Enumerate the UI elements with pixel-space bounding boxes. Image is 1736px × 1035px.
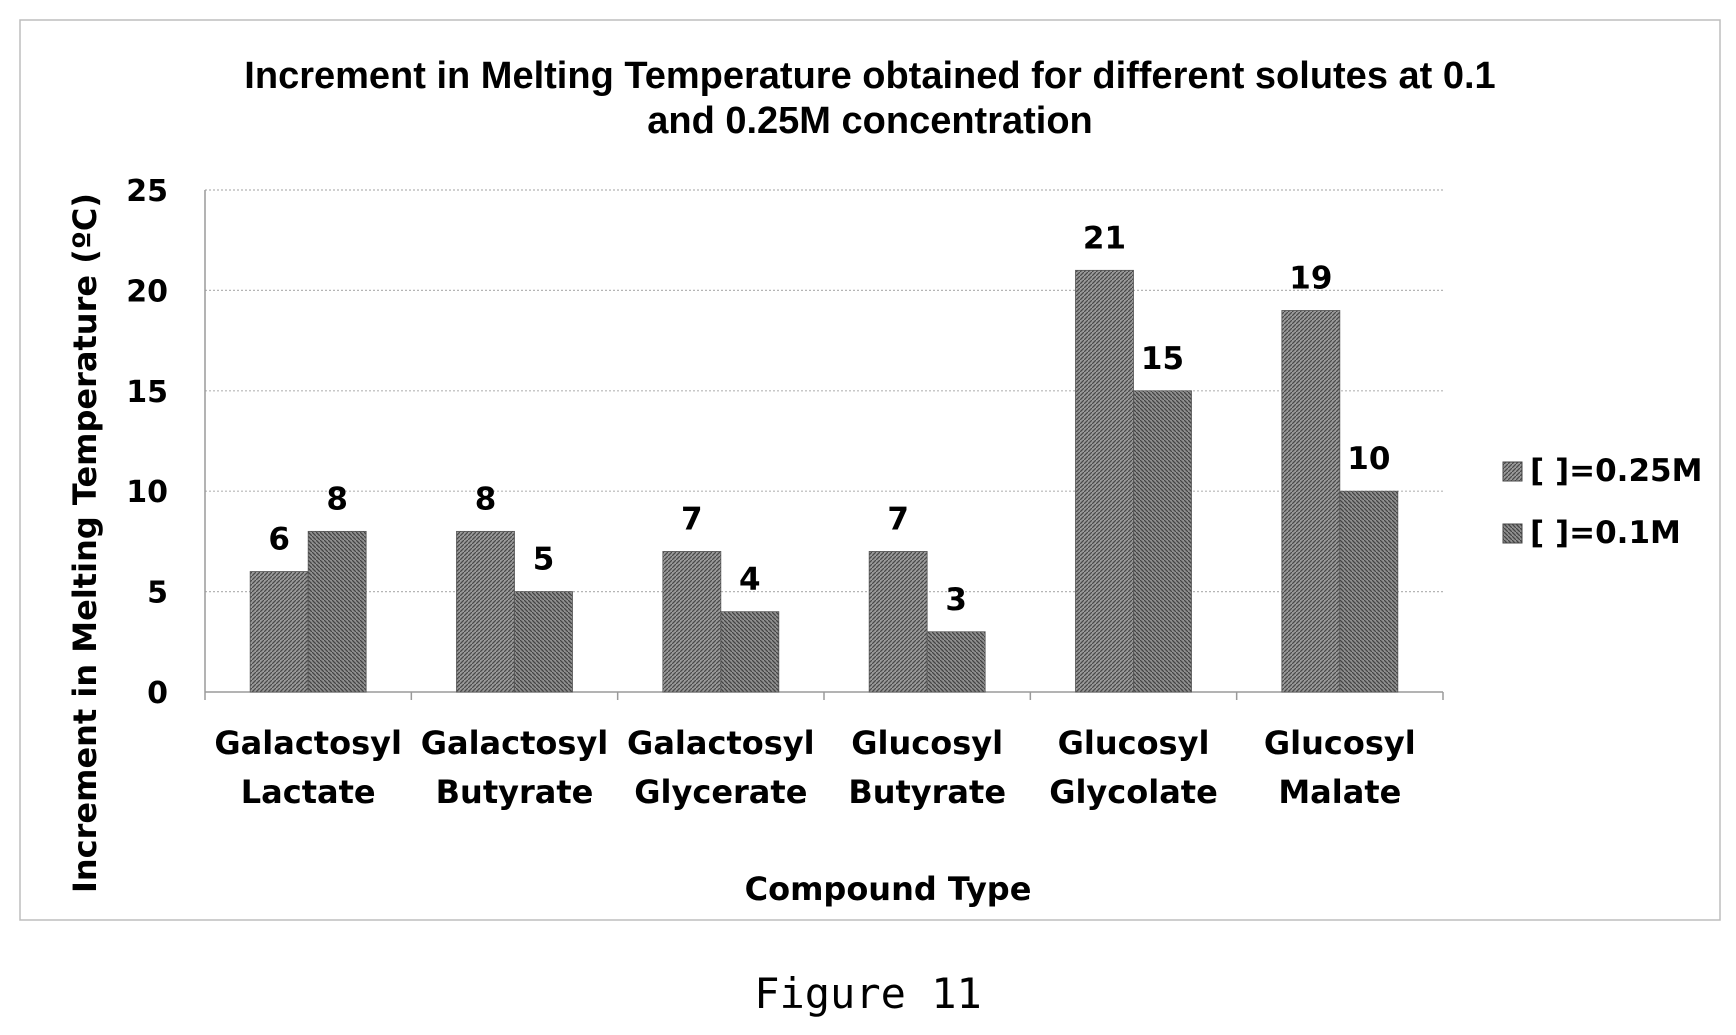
data-label: 7 — [681, 501, 703, 537]
x-category-label: Glycolate — [1049, 773, 1218, 811]
data-label: 6 — [268, 522, 290, 558]
chart-border — [19, 19, 1721, 921]
x-category-label: Galactosyl — [421, 724, 609, 762]
x-category-label: Glucosyl — [1264, 724, 1416, 762]
y-tick-label: 20 — [126, 274, 168, 309]
data-label: 10 — [1347, 441, 1390, 477]
bar — [307, 530, 367, 693]
x-category-label: Lactate — [241, 773, 376, 811]
y-tick-label: 5 — [147, 576, 168, 611]
chart-title-line-1: Increment in Melting Temperature obtaine… — [244, 55, 1495, 97]
bar — [1133, 390, 1192, 693]
data-label: 8 — [475, 481, 497, 517]
y-tick-label: 15 — [126, 375, 168, 410]
y-axis-title: Increment in Melting Temperature (ºC) — [66, 193, 104, 893]
bar — [720, 611, 780, 693]
legend-label-01m: [ ]=0.1M — [1530, 515, 1681, 551]
x-category-label: Butyrate — [436, 773, 594, 811]
bar — [1281, 310, 1341, 693]
x-category-label: Malate — [1278, 773, 1401, 811]
y-tick-label: 0 — [147, 676, 168, 711]
legend-swatch-01m — [1502, 523, 1523, 544]
bar — [662, 551, 722, 693]
data-label: 3 — [945, 582, 967, 618]
y-tick-label: 10 — [126, 475, 168, 510]
x-category-label: Glucosyl — [1058, 724, 1210, 762]
bar — [868, 551, 928, 693]
data-label: 5 — [533, 542, 555, 578]
x-axis-title: Compound Type — [745, 870, 1032, 908]
data-label: 21 — [1083, 220, 1126, 256]
figure-caption: Figure 11 — [754, 969, 982, 1018]
y-tick-label: 25 — [126, 174, 168, 209]
data-label: 7 — [887, 501, 909, 537]
x-category-label: Galactosyl — [627, 724, 815, 762]
plot-area: 051015202568GalactosylLactate85Galactosy… — [126, 174, 1444, 811]
data-label: 15 — [1141, 341, 1184, 377]
bar — [456, 530, 515, 693]
data-label: 4 — [739, 562, 761, 598]
legend: [ ]=0.25M [ ]=0.1M — [1502, 453, 1702, 551]
legend-swatch-025m — [1502, 461, 1523, 482]
x-category-label: Glucosyl — [851, 724, 1003, 762]
x-category-label: Butyrate — [848, 773, 1006, 811]
bar — [514, 591, 573, 693]
x-category-label: Glycerate — [634, 773, 807, 811]
bar — [249, 571, 309, 693]
bar — [1339, 490, 1399, 693]
bar — [1075, 269, 1134, 693]
x-category-label: Galactosyl — [214, 724, 402, 762]
chart-title-line-2: and 0.25M concentration — [647, 100, 1093, 142]
data-label: 19 — [1289, 260, 1332, 296]
legend-label-025m: [ ]=0.25M — [1530, 453, 1702, 489]
data-label: 8 — [326, 481, 348, 517]
bar — [926, 631, 986, 693]
